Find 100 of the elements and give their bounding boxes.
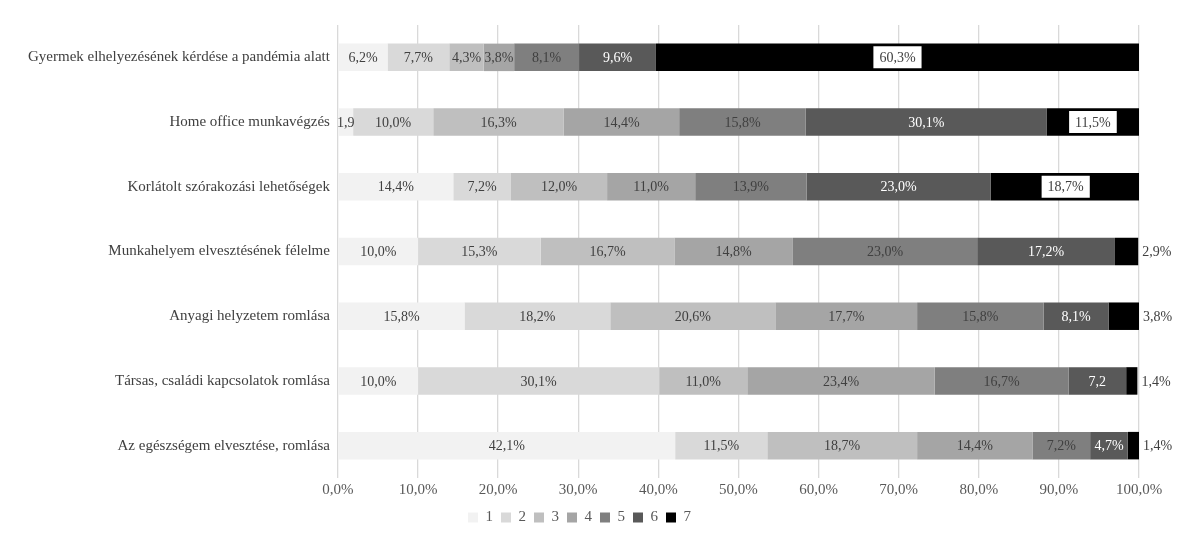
legend-label: 4 (584, 508, 593, 525)
y-tick-label: Gyermek elhelyezésének kérdése a pandémia alatt (27, 48, 331, 65)
data-label: 9,6% (602, 50, 633, 66)
x-tick-label: 80,0% (959, 480, 999, 497)
y-tick-label: Munkahelyem elvesztésének félelme (108, 242, 331, 259)
legend-label: 7 (683, 508, 692, 525)
data-label: 15,8% (383, 308, 420, 324)
data-label: 4,7% (1094, 438, 1124, 454)
data-label: 18,7% (824, 438, 861, 454)
bar (767, 431, 918, 460)
bar (695, 173, 807, 201)
bar (775, 302, 918, 330)
data-label: 14,8% (715, 244, 753, 260)
legend-label: 5 (617, 508, 625, 525)
bar (805, 108, 1047, 136)
data-label: 7,2% (467, 179, 498, 195)
data-label: 13,9% (732, 179, 770, 195)
data-label: 14,4% (603, 114, 640, 130)
bar (433, 108, 564, 136)
data-label: 23,0% (880, 179, 918, 195)
y-tick-label: Anyagi helyzetem romlása (169, 307, 331, 324)
data-label: 30,1% (520, 373, 558, 389)
bar (338, 173, 454, 201)
y-tick-label: Társas, családi kapcsolatok romlása (115, 371, 331, 388)
legend-label: 6 (650, 508, 659, 525)
x-tick-label: 100,0% (1115, 480, 1163, 497)
y-tick-label: Korlátolt szórakozási lehetőségek (127, 177, 331, 194)
data-label: 12,0% (540, 179, 578, 195)
bar (540, 237, 675, 266)
bar (917, 302, 1044, 330)
x-tick-label: 10,0% (398, 480, 438, 497)
data-label: 16,3% (480, 114, 517, 130)
bar (338, 302, 465, 330)
bar (610, 302, 776, 330)
data-label: 15,3% (461, 244, 498, 260)
data-label: 8,1% (532, 50, 562, 66)
data-label: 11,0% (633, 179, 670, 195)
legend-label: 1 (485, 508, 493, 525)
bar (579, 43, 656, 72)
data-label: 11,0% (685, 373, 722, 389)
x-tick-label: 50,0% (719, 480, 758, 497)
data-label: 18,2% (519, 308, 556, 324)
data-label: 14,4% (377, 179, 415, 195)
bar (917, 431, 1033, 460)
bar (510, 173, 608, 201)
data-label: 4,3% (451, 50, 482, 66)
x-tick-label: 60,0% (799, 480, 838, 497)
data-label: 16,7% (983, 373, 1021, 389)
data-label: 23,4% (822, 373, 860, 389)
bar (679, 108, 806, 136)
legend-label: 2 (518, 508, 526, 525)
bar (338, 431, 676, 460)
data-label: 1,4% (1143, 438, 1173, 454)
data-label: 18,7% (1047, 179, 1085, 195)
data-label: 60,3% (879, 50, 916, 66)
x-tick-label: 90,0% (1039, 480, 1079, 497)
data-label: 11,5% (703, 438, 740, 454)
y-tick-label: Home office munkavégzés (169, 113, 331, 130)
data-label: 10,0% (360, 244, 397, 260)
data-label: 1,4% (1141, 373, 1171, 389)
legend-label: 3 (551, 508, 559, 525)
y-tick-label: Az egészségem elvesztése, romlása (117, 436, 331, 453)
data-label: 17,2% (1027, 244, 1065, 260)
data-label: 3,8% (1143, 308, 1173, 324)
data-label: 10,0% (360, 373, 397, 389)
data-label: 3,8% (484, 50, 514, 66)
bar (1043, 302, 1109, 330)
bar (1114, 237, 1139, 266)
data-label: 17,7% (828, 308, 865, 324)
x-tick-label: 20,0% (478, 480, 518, 497)
bar (977, 237, 1115, 266)
bar (806, 173, 991, 201)
x-tick-label: 70,0% (879, 480, 919, 497)
x-tick-label: 0,0% (322, 480, 354, 497)
data-label: 15,8% (962, 308, 999, 324)
bar (655, 43, 1139, 72)
bar (1108, 302, 1139, 330)
data-label: 2,9% (1142, 244, 1172, 260)
data-label: 15,8% (724, 114, 761, 130)
data-label: 20,6% (674, 308, 712, 324)
data-label: 30,1% (908, 114, 945, 130)
bar (607, 173, 696, 201)
bar (934, 367, 1069, 395)
bar (563, 108, 680, 136)
data-label: 6,2% (348, 50, 378, 66)
data-label: 11,5% (1075, 114, 1112, 130)
bar (1127, 431, 1139, 460)
bar (792, 237, 978, 266)
bar (1126, 367, 1138, 395)
data-label: 14,4% (956, 438, 994, 454)
bar (747, 367, 935, 395)
bar (659, 367, 748, 395)
x-tick-label: 40,0% (638, 480, 678, 497)
data-label: 23,0% (866, 244, 904, 260)
data-label: 7,2 (1088, 373, 1107, 389)
data-label: 7,2% (1046, 438, 1077, 454)
data-label: 7,7% (403, 50, 434, 66)
bar (338, 367, 419, 395)
bar (674, 237, 793, 266)
x-tick-label: 30,0% (558, 480, 598, 497)
